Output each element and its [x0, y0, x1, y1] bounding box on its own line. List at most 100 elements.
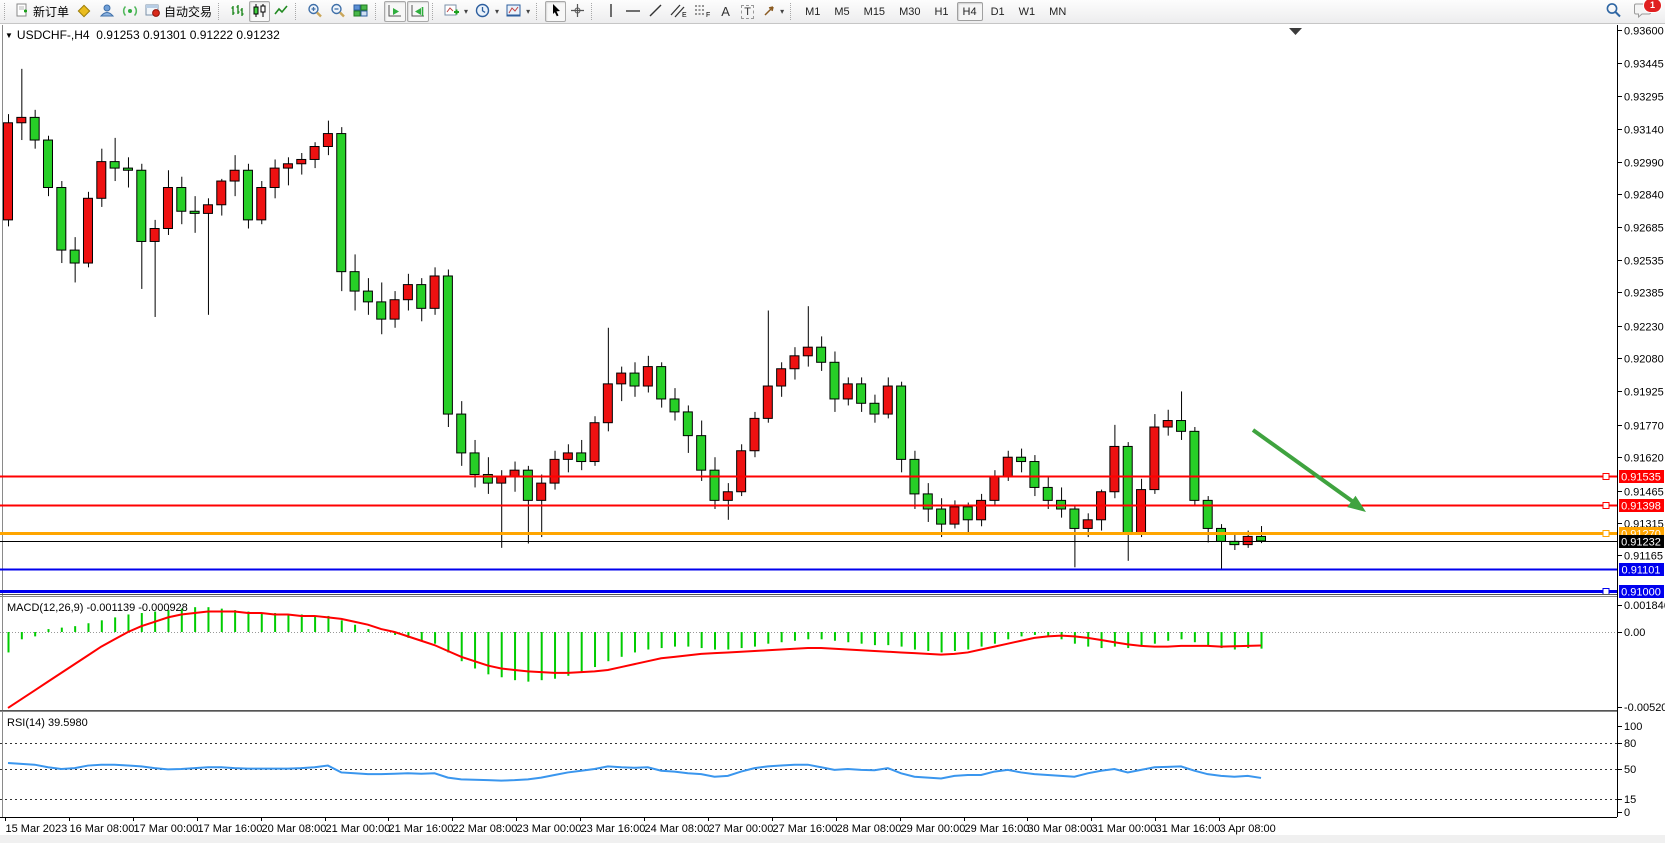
search-icon [1605, 2, 1622, 21]
text-button[interactable]: A [715, 1, 736, 22]
periods-icon [475, 3, 491, 21]
svg-text:30 Mar 08:00: 30 Mar 08:00 [1028, 823, 1093, 835]
timeframe-button-H1[interactable]: H1 [928, 2, 954, 21]
horizontal-line-object[interactable]: 0.91000 [0, 585, 1664, 599]
time-axis[interactable] [0, 817, 1665, 837]
candle-body [349, 271, 360, 292]
metaeditor-button[interactable] [73, 1, 95, 22]
templates-button[interactable]: ▾ [503, 1, 533, 22]
timeframe-button-D1[interactable]: D1 [985, 2, 1011, 21]
svg-text:17 Mar 00:00: 17 Mar 00:00 [134, 823, 199, 835]
candle-body [776, 368, 787, 387]
candle-body [549, 458, 560, 484]
toolbar-grip [295, 3, 300, 20]
horizontal-line-icon [625, 3, 641, 21]
svg-text:0.92385: 0.92385 [1624, 288, 1664, 300]
candle-body [829, 361, 840, 400]
svg-text:0.93600: 0.93600 [1624, 26, 1664, 38]
svg-text:15: 15 [1624, 794, 1636, 806]
candle-body [989, 476, 1000, 501]
svg-text:0.93445: 0.93445 [1624, 59, 1664, 71]
zoom-in-button[interactable] [304, 1, 326, 22]
candle-body [3, 122, 13, 221]
chart-shift-button[interactable] [407, 1, 430, 22]
candle-body [1202, 499, 1213, 529]
timeframe-button-M30[interactable]: M30 [893, 2, 926, 21]
add-indicator-button[interactable]: ▾ [441, 1, 471, 22]
line-chart-button[interactable] [271, 1, 292, 22]
candle-body [682, 411, 693, 437]
market-watch-button[interactable] [96, 1, 118, 22]
notification-badge[interactable]: 1 [1643, 0, 1662, 13]
candlestick-chart-button[interactable] [249, 1, 271, 22]
bar-chart-button[interactable] [227, 1, 248, 22]
candle-body [1242, 535, 1253, 546]
fibonacci-button[interactable]: F [691, 1, 714, 22]
tile-windows-button[interactable] [350, 1, 372, 22]
search-button[interactable] [1602, 1, 1625, 22]
timeframe-button-MN[interactable]: MN [1043, 2, 1072, 21]
timeframe-button-M1[interactable]: M1 [799, 2, 826, 21]
candle-body [576, 452, 587, 463]
candle-body [1109, 445, 1120, 493]
timeframe-button-W1[interactable]: W1 [1013, 2, 1042, 21]
bid-price-line: 0.91232 [0, 535, 1664, 549]
crosshair-button[interactable] [567, 1, 588, 22]
periods-button[interactable]: ▾ [472, 1, 502, 22]
equidistant-channel-button[interactable]: E [667, 1, 690, 22]
trend-arrow-object[interactable] [1251, 428, 1366, 512]
timeframe-group: M1 M5 M15 M30 H1 H4 D1 W1 MN [799, 2, 1072, 21]
svg-text:31 Mar 00:00: 31 Mar 00:00 [1092, 823, 1157, 835]
candle-body [482, 473, 493, 484]
horizontal-line-object[interactable]: 0.91398 [0, 499, 1664, 513]
chart-canvas[interactable]: 0.93600 0.93445 0.93295 0.93140 0.92990 0.928… [0, 25, 1665, 843]
candle-body [1029, 461, 1040, 488]
vertical-line-button[interactable] [600, 1, 621, 22]
signals-button[interactable] [119, 1, 141, 22]
cursor-button[interactable] [545, 1, 567, 22]
candle-body [1122, 445, 1133, 534]
line-handle [1602, 530, 1610, 537]
trendline-button[interactable] [645, 1, 666, 22]
chart-shift-marker[interactable] [1289, 28, 1302, 35]
autotrading-button[interactable]: 自动交易 [142, 1, 215, 22]
text-icon: A [721, 4, 730, 19]
text-label-button[interactable]: T [737, 1, 758, 22]
candle-body [709, 469, 720, 501]
dropdown-caret: ▾ [495, 7, 500, 16]
svg-text:21 Mar 00:00: 21 Mar 00:00 [326, 823, 391, 835]
new-order-button[interactable]: 新订单 [13, 1, 72, 22]
svg-text:0.91101: 0.91101 [1622, 565, 1661, 577]
svg-text:0.93295: 0.93295 [1624, 92, 1664, 104]
candle-body [296, 158, 307, 165]
toolbar-grip [375, 3, 380, 20]
candle-body [1256, 535, 1267, 542]
svg-text:0.91000: 0.91000 [1621, 587, 1661, 599]
candle-body [109, 161, 120, 169]
svg-text:0.91232: 0.91232 [1621, 537, 1661, 549]
arrows-button[interactable]: ▾ [759, 1, 787, 22]
horizontal-line-button[interactable] [622, 1, 644, 22]
svg-text:50: 50 [1624, 764, 1636, 776]
candle-body [762, 385, 773, 419]
candle-body [1042, 486, 1053, 501]
candle-body [69, 249, 80, 264]
candle-body [1069, 508, 1080, 529]
candle-body [282, 163, 293, 169]
candle-body [442, 275, 453, 415]
timeframe-button-M5[interactable]: M5 [828, 2, 855, 21]
auto-scroll-button[interactable] [384, 1, 407, 22]
auto-scroll-icon [387, 3, 403, 21]
price-axis[interactable] [1617, 25, 1665, 817]
timeframe-button-M15[interactable]: M15 [858, 2, 891, 21]
timeframe-button-H4[interactable]: H4 [956, 2, 983, 21]
macd-pane: 0.001846 0.00 -0.005208 [0, 600, 1665, 714]
horizontal-line-object[interactable]: 0.91101 [0, 563, 1664, 577]
chart-window[interactable]: 0.93600 0.93445 0.93295 0.93140 0.92990 0.928… [0, 25, 1665, 843]
svg-text:22 Mar 08:00: 22 Mar 08:00 [453, 823, 518, 835]
horizontal-line-object[interactable]: 0.91535 [0, 470, 1664, 484]
svg-text:16 Mar 08:00: 16 Mar 08:00 [70, 823, 135, 835]
zoom-out-button[interactable] [327, 1, 349, 22]
svg-text:21 Mar 16:00: 21 Mar 16:00 [389, 823, 454, 835]
candle-body [149, 228, 160, 242]
